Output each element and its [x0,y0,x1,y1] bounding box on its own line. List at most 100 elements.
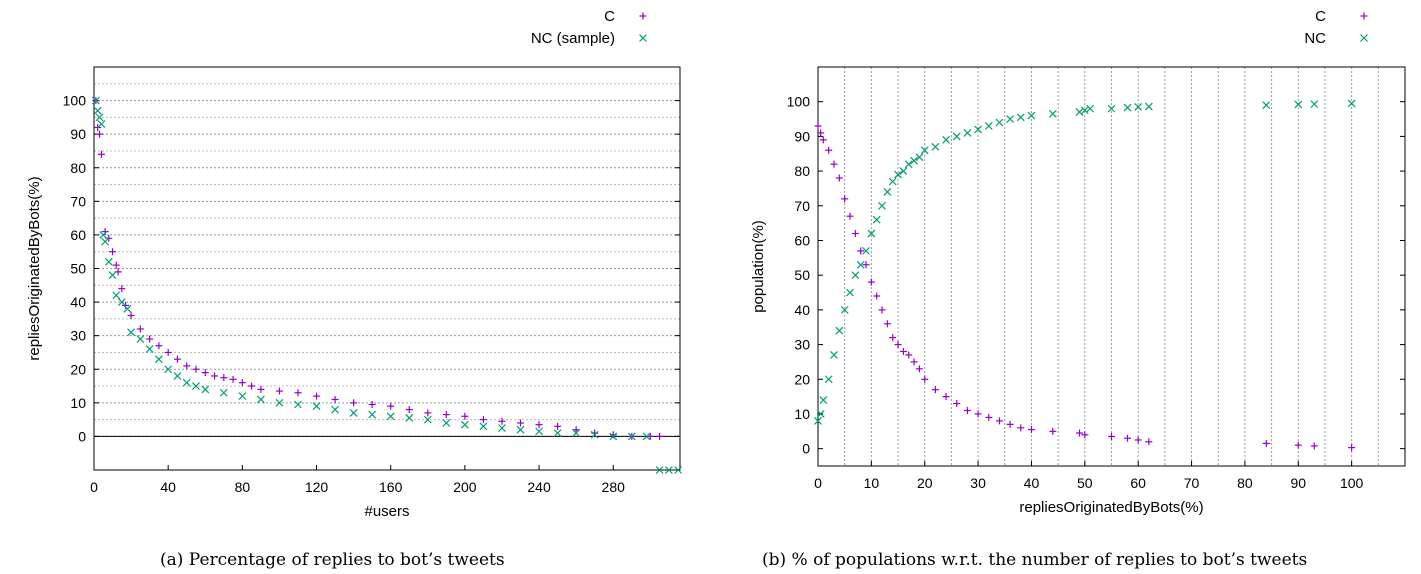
chart-b-xtick-label: 40 [1024,475,1040,491]
chart-b-series-nc-point-d2 [1144,102,1153,111]
chart-b-series-c-point [921,375,929,383]
chart-a-series-c-point [479,416,487,424]
chart-b-series-c-point [889,334,897,342]
chart-a-series-nc-sample-point-d2 [91,96,100,105]
chart-a-series-nc-sample-point-d2 [572,429,581,437]
chart-b-y-axis-label: population(%) [750,220,767,313]
chart-b-series-nc-point-d2 [1107,104,1116,113]
chart-a-xtick-label: 40 [160,479,176,495]
chart-b-series-nc-point-d2 [862,246,870,255]
chart-b-series-nc-point [963,128,972,137]
chart-b-xtick-label: 30 [970,475,986,491]
chart-b-series-nc-point [995,118,1004,127]
chart-b-series-nc-point [1262,101,1271,110]
chart-b-series-nc-point-d2 [910,156,918,165]
chart-b-series-c-point [1124,434,1132,442]
chart-b-series-c-point [1027,426,1035,434]
chart-a-series-nc-sample-point [136,335,145,343]
chart-b-series-nc-point-d2 [851,271,860,280]
chart-a-series-c-point [331,395,339,403]
chart-a-series-c-point [535,421,543,429]
chart-b-series-nc-point [952,132,961,141]
chart-b-series-nc-point-d2 [1086,104,1095,113]
chart-a-series-c-point [313,392,321,400]
chart-a-series-nc-sample-point-d2 [182,378,191,387]
chart-b-xtick-label: 0 [814,475,822,491]
chart-a-series-c-point [146,335,154,343]
chart-b-series-c-point [825,146,833,154]
chart-b-series-nc-point-d2 [1027,111,1036,120]
chart-a-series-c-point [155,342,163,350]
chart-b-series-nc-point-d2 [883,187,892,196]
chart-a-ytick-label: 90 [70,126,86,142]
chart-b-series-nc-point-d2 [1048,109,1057,118]
chart-a-series-nc-sample-point [664,466,673,474]
chart-a-series-c-point [211,372,219,380]
chart-b-series-c-point [1075,429,1083,437]
chart-a-series-c-point [350,399,358,407]
chart-b-series-nc-point-d2 [1006,115,1015,123]
chart-b-population-vs-replies: 0 10 20 30 40 50 60 70 80 90 100 0 10 20 30 40 50 60 70 80 9… [750,8,1406,516]
chart-a-series-nc-sample-point [108,271,117,280]
chart-a-xtick-label: 200 [453,479,477,495]
chart-b-series-nc-point-d2 [931,142,940,151]
chart-b-series-nc-point [1144,102,1153,111]
chart-b-series-nc-point [1107,104,1116,113]
chart-b-series-nc-point-d2 [915,153,924,162]
chart-a-series-c-point [192,365,200,373]
chart-b-series-nc-point [835,326,844,335]
chart-a-series-c-point [136,325,144,333]
chart-a-xtick-label: 160 [379,479,403,495]
chart-a-series-c-point [94,123,102,131]
chart-b-series-nc-point-d2 [816,410,825,418]
chart-b-xtick-label: 90 [1290,475,1306,491]
chart-b-series-nc-point-d2 [894,170,902,179]
chart-a-series-nc-sample-point [498,424,506,432]
chart-a-series-nc-sample-point [312,402,321,411]
chart-a-series-nc-sample-point [93,106,102,115]
chart-b-series-nc-point [1016,113,1025,122]
chart-a-series-nc-sample-point [674,466,683,474]
chart-a-series-nc-sample-point [219,388,228,397]
chart-a-series-c-point [96,130,104,138]
chart-b-series-nc-point-d2 [904,160,913,169]
chart-a-series-c-point [201,369,209,377]
chart-b-series-nc-point-d2 [1075,108,1084,117]
chart-a-series-nc-sample-point-d2 [101,237,110,246]
chart-a-series-nc-sample-point-d2 [349,408,358,417]
chart-b-series-c-point [899,348,907,356]
chart-b-series-nc-point [1080,106,1089,115]
chart-a-series-nc-sample-point-d2 [164,365,173,374]
chart-a-series-nc-sample-point [99,230,108,239]
chart-a-series-nc-sample-point [642,432,651,441]
chart-a-series-c-point [368,401,376,409]
chart-a-series-nc-sample-point [368,410,377,419]
chart-b-series-c-point [931,386,939,394]
chart-a-series-c-point [646,432,654,440]
chart-b-ytick-label: 40 [794,302,810,318]
chart-a-series-nc-sample-point-d2 [423,415,432,424]
chart-a-series-nc-sample-point-d2 [275,398,284,407]
chart-a-series-nc-sample-point-d2 [238,392,247,401]
chart-b-series-nc-point-d2 [846,288,854,297]
chart-b-series-nc-point-d2 [819,396,828,405]
chart-a-ytick-label: 20 [70,361,86,377]
chart-b-xtick-label: 100 [1340,475,1364,491]
chart-a-series-nc-sample-point-d2 [405,414,414,422]
chart-b-series-c-legend-marker [1360,12,1368,20]
chart-b-series-nc-point-d2 [963,128,972,137]
chart-a-series-nc-sample-point [95,113,104,122]
chart-b-series-nc-point-d2 [824,375,833,384]
chart-a-ytick-label: 60 [70,227,86,243]
chart-a-series-nc-sample-point [112,291,121,300]
chart-a-series-nc-sample-point-d2 [127,328,136,337]
chart-a-series-nc-sample-point-d2 [95,113,104,122]
chart-b-series-nc-point-d2 [872,215,881,224]
chart-a-series-nc-sample-point-d2 [117,298,126,307]
chart-a-series-nc-sample-point-d2 [627,432,636,441]
chart-a-series-nc-sample-point [145,345,154,354]
chart-a-series-nc-sample-legend-marker-d2 [639,34,647,42]
chart-a-ytick-label: 80 [70,160,86,176]
chart-b-series-nc-point-d2 [1016,113,1025,122]
chart-a-series-c-point [248,382,256,390]
